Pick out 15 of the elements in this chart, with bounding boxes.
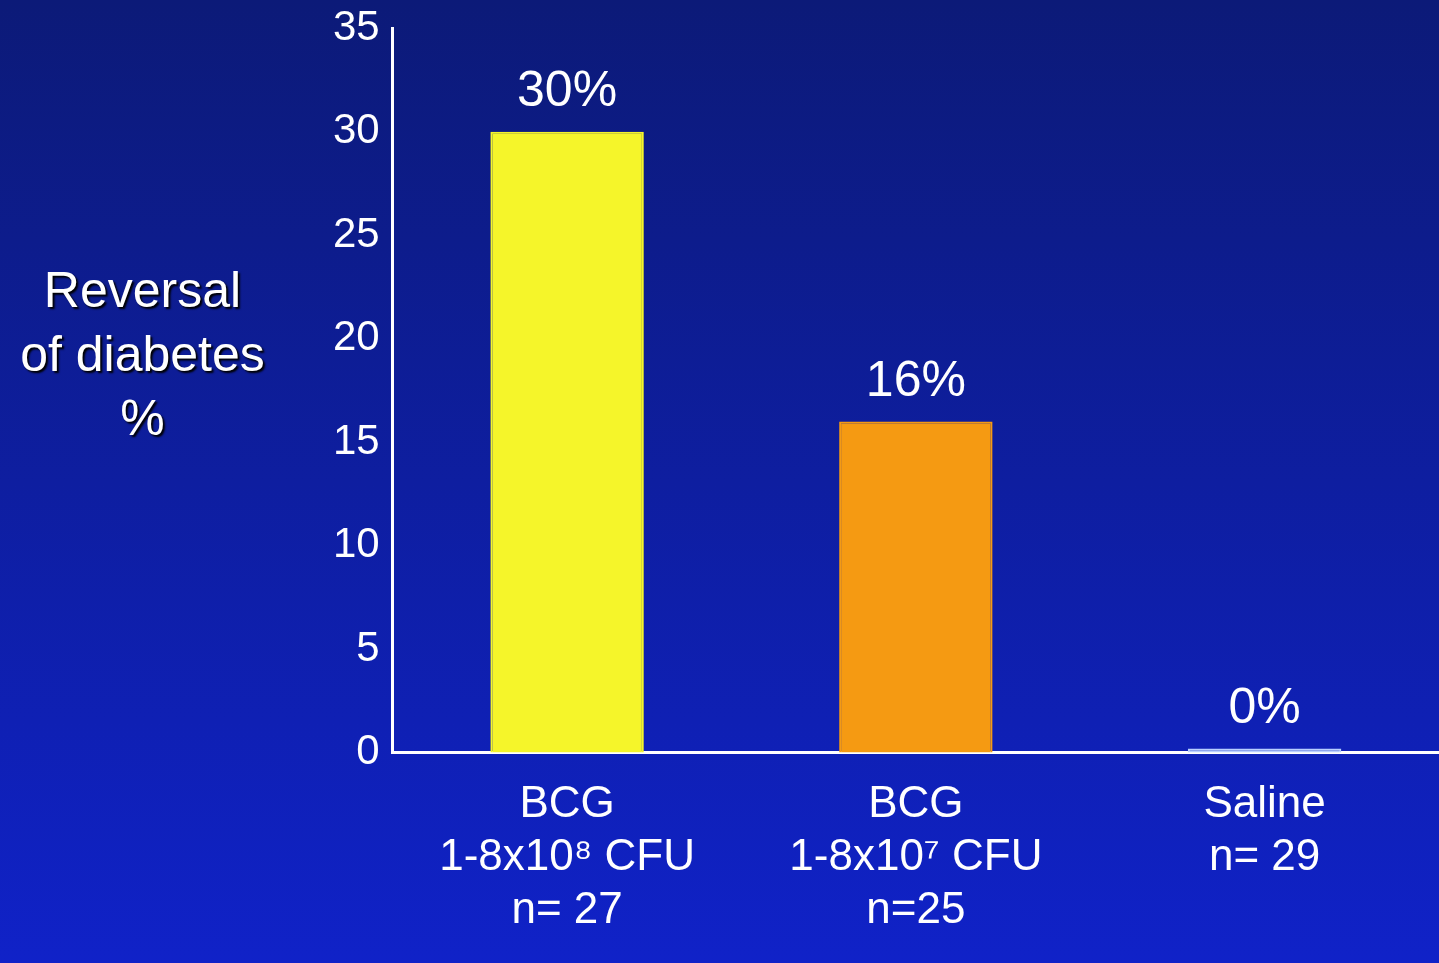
y-axis-title: Reversal of diabetes % bbox=[19, 261, 266, 448]
x-tick-label: Saline n= 29 bbox=[1203, 777, 1326, 879]
x-tick-label: BCG 1-8x10⁸ CFU n= 27 bbox=[439, 777, 695, 932]
y-tick-label: 10 bbox=[333, 519, 380, 567]
y-tick-label: 30 bbox=[333, 105, 380, 153]
y-tick-label: 5 bbox=[356, 622, 380, 670]
data-label: 16% bbox=[865, 351, 966, 408]
data-label: 0% bbox=[1228, 678, 1301, 735]
y-tick-label: 35 bbox=[333, 1, 380, 49]
y-tick-label: 0 bbox=[356, 726, 380, 774]
x-tick-label: BCG 1-8x10⁷ CFU n=25 bbox=[789, 777, 1043, 932]
y-tick-label: 15 bbox=[333, 415, 380, 463]
y-tick-label: 20 bbox=[333, 312, 380, 360]
data-label: 30% bbox=[517, 61, 618, 118]
y-tick-label: 25 bbox=[333, 208, 380, 256]
